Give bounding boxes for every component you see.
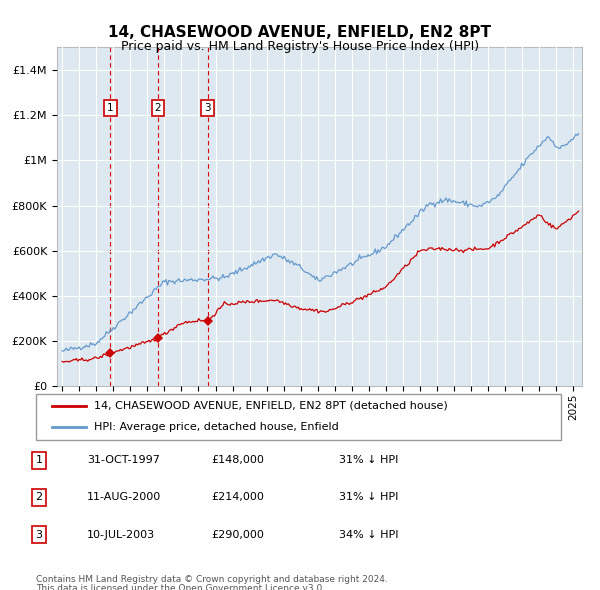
- FancyBboxPatch shape: [36, 394, 561, 440]
- Text: 31-OCT-1997: 31-OCT-1997: [87, 455, 160, 465]
- Text: 14, CHASEWOOD AVENUE, ENFIELD, EN2 8PT (detached house): 14, CHASEWOOD AVENUE, ENFIELD, EN2 8PT (…: [94, 401, 448, 411]
- Text: Contains HM Land Registry data © Crown copyright and database right 2024.: Contains HM Land Registry data © Crown c…: [36, 575, 388, 584]
- Text: 10-JUL-2003: 10-JUL-2003: [87, 530, 155, 539]
- Text: £148,000: £148,000: [211, 455, 264, 465]
- Text: 2: 2: [155, 103, 161, 113]
- Text: 3: 3: [204, 103, 211, 113]
- Text: Price paid vs. HM Land Registry's House Price Index (HPI): Price paid vs. HM Land Registry's House …: [121, 40, 479, 53]
- Text: 34% ↓ HPI: 34% ↓ HPI: [339, 530, 398, 539]
- Text: 31% ↓ HPI: 31% ↓ HPI: [339, 455, 398, 465]
- Text: This data is licensed under the Open Government Licence v3.0.: This data is licensed under the Open Gov…: [36, 584, 325, 590]
- Text: 1: 1: [107, 103, 113, 113]
- Text: 14, CHASEWOOD AVENUE, ENFIELD, EN2 8PT: 14, CHASEWOOD AVENUE, ENFIELD, EN2 8PT: [109, 25, 491, 40]
- Text: £290,000: £290,000: [211, 530, 264, 539]
- Text: 31% ↓ HPI: 31% ↓ HPI: [339, 493, 398, 502]
- Text: 3: 3: [35, 530, 43, 539]
- Text: £214,000: £214,000: [211, 493, 264, 502]
- Text: 2: 2: [35, 493, 43, 502]
- Text: 11-AUG-2000: 11-AUG-2000: [87, 493, 161, 502]
- Text: 1: 1: [35, 455, 43, 465]
- Text: HPI: Average price, detached house, Enfield: HPI: Average price, detached house, Enfi…: [94, 422, 338, 432]
